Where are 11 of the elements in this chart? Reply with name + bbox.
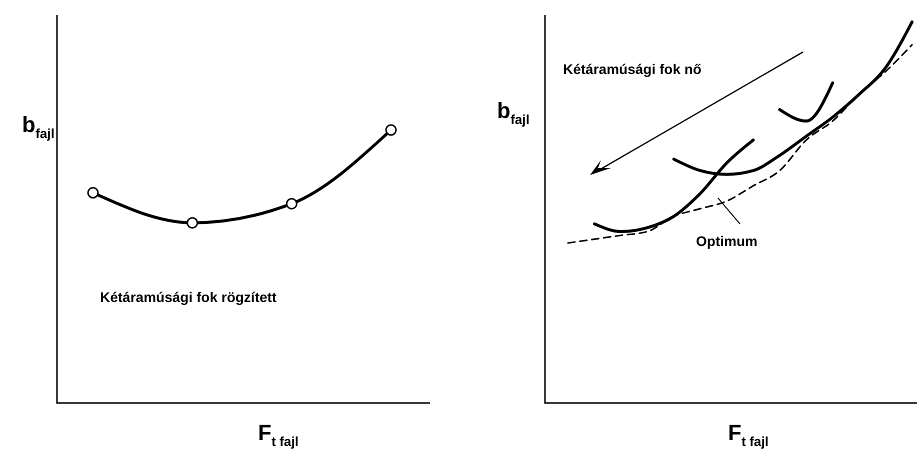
point: [87, 187, 99, 199]
x-axis-title: F$_{t fajl}$: [258, 420, 299, 449]
point: [186, 217, 198, 229]
y-axis-title: b$_{fajl}$: [22, 112, 55, 141]
annotation: Kétáramúsági fok rögzített: [100, 289, 277, 305]
point: [286, 198, 298, 210]
annotation: Kétáramúsági fok nő: [563, 61, 702, 77]
annotation: Optimum: [696, 233, 758, 249]
y-axis-title: b$_{fajl}$: [497, 98, 530, 127]
x-axis-title: F$_{t fajl}$: [728, 420, 769, 449]
point: [385, 124, 397, 136]
